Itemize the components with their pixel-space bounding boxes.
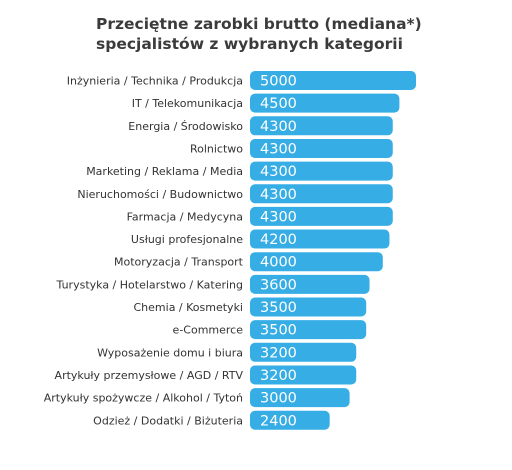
bar: [250, 93, 400, 113]
bar: [250, 252, 383, 272]
value-label: 3500: [260, 323, 297, 339]
category-label: Artykuły spożywcze / Alkohol / Tytoń: [44, 392, 243, 405]
category-label: Inżynieria / Technika / Produkcja: [67, 75, 243, 88]
value-label: 4300: [260, 187, 297, 203]
bar-row: Farmacja / Medycyna 4300: [127, 206, 393, 226]
bar: [250, 184, 393, 204]
category-label: Usługi profesjonalne: [131, 233, 243, 246]
bar-row: Artykuły spożywcze / Alkohol / Tytoń 3000: [44, 388, 350, 408]
category-label: Rolnictwo: [190, 142, 243, 155]
bar: [250, 229, 390, 249]
bar: [250, 297, 367, 317]
bar: [250, 138, 393, 158]
category-label: Odzież / Dodatki / Biżuteria: [93, 414, 243, 427]
bar-row: IT / Telekomunikacja 4500: [132, 93, 400, 113]
bar: [250, 71, 416, 90]
bar: [250, 365, 357, 385]
bar-row: Odzież / Dodatki / Biżuteria 2400: [93, 410, 330, 430]
value-label: 5000: [260, 74, 297, 90]
bar-row: Nieruchomości / Budownictwo 4300: [77, 184, 393, 204]
bar-row: Motoryzacja / Transport 4000: [114, 252, 383, 272]
bar: [250, 161, 393, 181]
bar-row: Usługi profesjonalne 4200: [131, 229, 390, 249]
bar: [250, 410, 330, 430]
bar-row: Energia / Środowisko 4300: [128, 116, 393, 136]
bar-row: Turystyka / Hotelarstwo / Katering 3600: [56, 274, 370, 294]
value-label: 4300: [260, 164, 297, 180]
value-label: 4300: [260, 141, 297, 157]
value-label: 3500: [260, 300, 297, 316]
category-label: IT / Telekomunikacja: [132, 97, 243, 110]
category-label: Nieruchomości / Budownictwo: [77, 188, 243, 201]
value-label: 2400: [260, 413, 297, 429]
value-label: 4500: [260, 96, 297, 112]
chart-title-line-2: specjalistów z wybranych kategorii: [96, 35, 403, 53]
bar-row: Rolnictwo 4300: [190, 138, 393, 158]
category-label: e-Commerce: [173, 324, 244, 337]
bar: [250, 320, 367, 340]
chart-title-line-1: Przeciętne zarobki brutto (mediana*): [96, 15, 422, 33]
value-label: 3200: [260, 368, 297, 384]
bar-row: Marketing / Reklama / Media 4300: [86, 161, 393, 181]
value-label: 3000: [260, 391, 297, 407]
category-label: Energia / Środowisko: [128, 120, 243, 133]
value-label: 3200: [260, 345, 297, 361]
bar: [250, 206, 393, 226]
bar-row: Chemia / Kosmetyki 3500: [134, 297, 367, 317]
value-label: 4300: [260, 119, 297, 135]
category-label: Farmacja / Medycyna: [127, 210, 243, 223]
bar: [250, 274, 370, 294]
bar-row: Wyposażenie domu i biura 3200: [97, 342, 357, 362]
category-label: Chemia / Kosmetyki: [134, 301, 244, 314]
category-label: Motoryzacja / Transport: [114, 256, 244, 269]
value-label: 4200: [260, 232, 297, 248]
bar-row: Inżynieria / Technika / Produkcja 5000: [67, 71, 416, 90]
category-label: Wyposażenie domu i biura: [97, 346, 243, 359]
value-label: 4000: [260, 255, 297, 271]
value-label: 3600: [260, 277, 297, 293]
bar-row: e-Commerce 3500: [173, 320, 367, 340]
category-label: Turystyka / Hotelarstwo / Katering: [56, 278, 243, 291]
category-label: Marketing / Reklama / Media: [86, 165, 243, 178]
bar: [250, 388, 350, 408]
category-label: Artykuły przemysłowe / AGD / RTV: [55, 369, 244, 382]
bar: [250, 342, 357, 362]
value-label: 4300: [260, 209, 297, 225]
bar-row: Artykuły przemysłowe / AGD / RTV 3200: [55, 365, 357, 385]
bar: [250, 116, 393, 136]
